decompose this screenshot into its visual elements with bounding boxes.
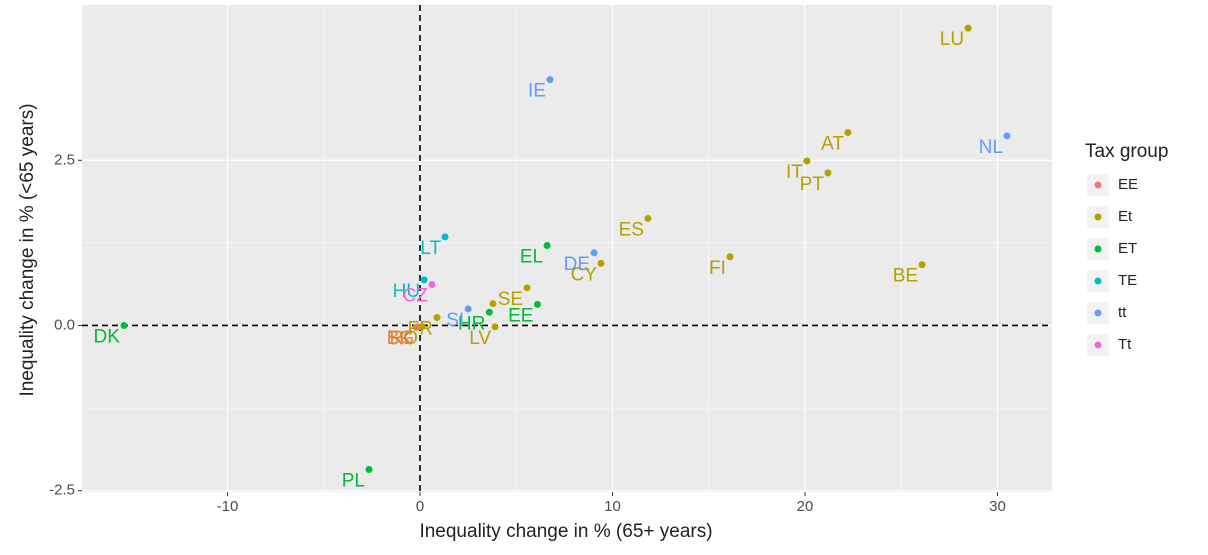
- point-label: LV: [469, 328, 491, 349]
- point: [428, 281, 436, 289]
- legend-label: EE: [1118, 176, 1138, 193]
- point-label: CZ: [403, 286, 429, 307]
- point-label: EL: [520, 247, 543, 268]
- legend-marker: [1094, 341, 1102, 349]
- point: [464, 305, 472, 313]
- point: [803, 157, 811, 165]
- point-label: SE: [498, 289, 523, 310]
- point: [433, 314, 441, 322]
- x-tick-label: -10: [217, 498, 239, 515]
- point: [918, 261, 926, 269]
- point: [543, 242, 551, 250]
- point: [485, 308, 493, 316]
- x-tick-label: 30: [989, 498, 1006, 515]
- legend-marker: [1094, 309, 1102, 317]
- x-tick-label: 0: [416, 498, 424, 515]
- point: [964, 24, 972, 32]
- point-label: FI: [709, 258, 726, 279]
- point-label: BE: [893, 266, 918, 287]
- point: [420, 276, 428, 284]
- point-label: CY: [571, 264, 598, 285]
- y-axis-title: Inequality change in % (<65 years): [17, 103, 38, 396]
- point-label: AT: [821, 134, 844, 155]
- legend-label: ET: [1118, 240, 1137, 257]
- y-tick-label: 0.0: [54, 316, 75, 333]
- legend-marker: [1094, 277, 1102, 285]
- legend-marker: [1094, 213, 1102, 221]
- point-label: ES: [619, 219, 644, 240]
- legend-label: Tt: [1118, 336, 1132, 353]
- point-label: LU: [940, 29, 964, 50]
- point-label: IT: [786, 162, 803, 183]
- x-axis-title: Inequality change in % (65+ years): [419, 521, 712, 542]
- point-label: IE: [528, 81, 546, 102]
- point: [418, 323, 426, 331]
- point-label: DK: [94, 326, 121, 347]
- x-tick-label: 20: [797, 498, 814, 515]
- point: [120, 321, 128, 329]
- point: [489, 300, 497, 308]
- legend-marker: [1094, 181, 1102, 189]
- y-tick-label: 2.5: [54, 151, 75, 168]
- point: [590, 249, 598, 257]
- legend-label: Et: [1118, 208, 1133, 225]
- y-tick-label: -2.5: [49, 482, 75, 499]
- point-label: DE: [564, 254, 590, 275]
- point-label: PL: [342, 471, 365, 492]
- x-tick-label: 10: [604, 498, 621, 515]
- point: [365, 466, 373, 474]
- legend-marker: [1094, 245, 1102, 253]
- panel: [82, 5, 1052, 492]
- point: [726, 253, 734, 261]
- point: [523, 284, 531, 292]
- point: [491, 323, 499, 331]
- point: [441, 233, 449, 241]
- point-label: PT: [800, 174, 825, 195]
- point: [844, 129, 852, 137]
- legend-title: Tax group: [1085, 141, 1168, 162]
- point-label: HU: [393, 281, 420, 302]
- point-label: LT: [420, 238, 441, 259]
- point-label: RO: [389, 328, 418, 349]
- point-label: BG: [387, 328, 414, 349]
- point: [597, 259, 605, 267]
- point-label: EE: [508, 305, 533, 326]
- point-label: SK: [387, 328, 413, 349]
- point: [824, 169, 832, 177]
- point: [546, 76, 554, 84]
- point-label: SI: [446, 310, 464, 331]
- point: [533, 300, 541, 308]
- legend-label: tt: [1118, 304, 1127, 321]
- point-label: NL: [979, 137, 1003, 158]
- point: [1003, 132, 1011, 140]
- legend-label: TE: [1118, 272, 1137, 289]
- point: [644, 214, 652, 222]
- point-label: HR: [458, 313, 485, 334]
